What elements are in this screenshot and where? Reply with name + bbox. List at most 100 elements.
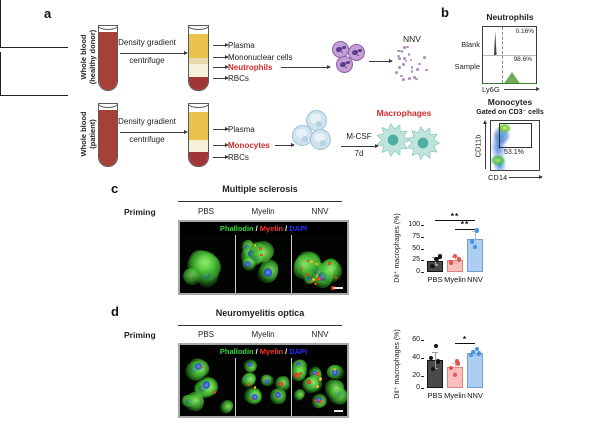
nnv-vesicle-dot xyxy=(401,63,405,66)
cd11b-axis-arrow xyxy=(482,120,487,169)
sample-percentage: 98.6% xyxy=(513,56,532,63)
nnv-vesicle-dot xyxy=(400,74,403,78)
neutrophil-isolation-arrow xyxy=(281,64,331,70)
scale-bar xyxy=(334,287,343,289)
microscopy-block-c: Phallodin / Myelin / DAPI xyxy=(178,220,349,295)
error-bar xyxy=(455,362,457,372)
stain-name: Phallodin xyxy=(219,347,254,356)
stain-name: DAPI xyxy=(289,347,308,356)
y-axis-label: DiI⁺ macrophages (%) xyxy=(393,213,401,283)
significance-line xyxy=(455,343,475,345)
stain-name: DAPI xyxy=(289,224,308,233)
stain-speckle xyxy=(333,368,337,371)
legend-separator: / xyxy=(255,347,258,356)
error-cap xyxy=(432,264,438,266)
macrophage-cell-icon xyxy=(376,123,410,157)
y-axis xyxy=(0,52,2,91)
flow-xaxis-label: CD14 xyxy=(488,173,508,182)
fraction-rbcs: RBCs xyxy=(228,153,249,162)
y-tick xyxy=(420,388,424,389)
dapi-nucleus xyxy=(274,392,281,398)
neutrophil-cell-icon xyxy=(348,44,365,61)
nnv-vesicle-dot xyxy=(403,57,406,60)
y-tick-label: 25 xyxy=(412,256,420,264)
density-gradient-tube-patient xyxy=(188,103,209,167)
flow-subtitle: Gated on CD3⁻ cells xyxy=(476,109,544,116)
panel-a-label: a xyxy=(44,6,52,21)
stain-speckle xyxy=(314,262,318,266)
dapi-nucleus xyxy=(331,369,339,376)
flow-yaxis-label: CD11b xyxy=(473,134,483,158)
stain-speckle xyxy=(212,390,217,394)
x-category-label: NNV xyxy=(467,391,483,400)
nnv-vesicle-dot xyxy=(406,45,410,49)
error-cap xyxy=(452,371,458,373)
macrophage-cell-icon xyxy=(406,126,440,160)
density-gradient-tube-healthy xyxy=(188,25,209,91)
data-point xyxy=(456,257,462,262)
nnv-vesicle-dot xyxy=(410,66,414,69)
stain-speckle xyxy=(259,253,263,257)
nnv-vesicle-dot xyxy=(396,49,400,53)
stain-speckle xyxy=(295,374,300,379)
nnv-vesicle-dot xyxy=(398,66,402,70)
nnv-vesicle-dot xyxy=(409,58,413,62)
data-point xyxy=(468,353,474,358)
dapi-nucleus xyxy=(202,381,211,389)
stain-speckle xyxy=(327,261,331,265)
data-point xyxy=(435,359,441,364)
tube-rim xyxy=(189,104,208,108)
flow-title: Monocytes xyxy=(487,97,533,107)
stain-speckle xyxy=(259,247,262,251)
stain-legend: Phallodin / Myelin / DAPI xyxy=(180,345,347,358)
y-tick xyxy=(420,248,424,250)
stain-speckle xyxy=(331,285,336,290)
x-category-label: Myelin xyxy=(444,391,466,400)
dapi-nucleus xyxy=(195,363,203,371)
significance-line xyxy=(435,220,475,222)
significance-label: * xyxy=(462,333,468,344)
y-axis xyxy=(0,0,2,47)
data-point xyxy=(472,244,478,250)
nnv-vesicle-dot xyxy=(403,46,407,50)
fraction-arrow xyxy=(213,64,229,70)
tube-rim xyxy=(99,104,117,108)
nnv-vesicle-dot xyxy=(407,53,411,56)
flow-density-blob xyxy=(491,122,513,170)
data-point xyxy=(469,239,475,244)
stain-speckle xyxy=(200,366,204,369)
process-label-1: Density gradient xyxy=(118,38,176,47)
scale-bar xyxy=(334,410,343,412)
y-tick-label: 50 xyxy=(412,244,420,252)
y-tick xyxy=(420,236,424,238)
stain-speckle xyxy=(318,377,323,381)
fluorescent-cell xyxy=(292,363,308,380)
histogram-sample-label: Sample xyxy=(454,62,480,71)
gate-threshold-line xyxy=(502,27,503,83)
stain-speckle xyxy=(305,273,309,276)
data-point xyxy=(434,256,439,262)
error-bar xyxy=(435,351,437,368)
fraction-arrow xyxy=(213,54,229,60)
process-label-2: centrifuge xyxy=(129,56,165,65)
legend-separator: / xyxy=(285,347,288,356)
panel-d-label: d xyxy=(111,304,119,319)
ly6g-axis-arrow xyxy=(504,86,540,92)
data-point xyxy=(470,349,476,354)
neutrophil-cell-icon xyxy=(336,56,353,73)
sample-baseline xyxy=(483,82,536,84)
dapi-nucleus xyxy=(245,261,251,268)
stain-speckle xyxy=(279,381,283,386)
priming-label: Priming xyxy=(124,207,156,217)
nnv-vesicle-dot xyxy=(425,68,428,72)
x-category-label: Myelin xyxy=(444,275,466,284)
whole-blood-healthy-label: Whole blood (healthy donor) xyxy=(79,29,97,85)
condition-nnv: NNV xyxy=(311,330,329,339)
y-tick xyxy=(420,376,424,377)
fraction-plasma: Plasma xyxy=(228,125,255,134)
y-tick xyxy=(420,225,424,226)
nnv-vesicle-dot xyxy=(410,70,414,74)
significance-line xyxy=(455,228,475,230)
significance-label: ** xyxy=(460,219,470,229)
condition-myelin: Myelin xyxy=(251,330,275,339)
